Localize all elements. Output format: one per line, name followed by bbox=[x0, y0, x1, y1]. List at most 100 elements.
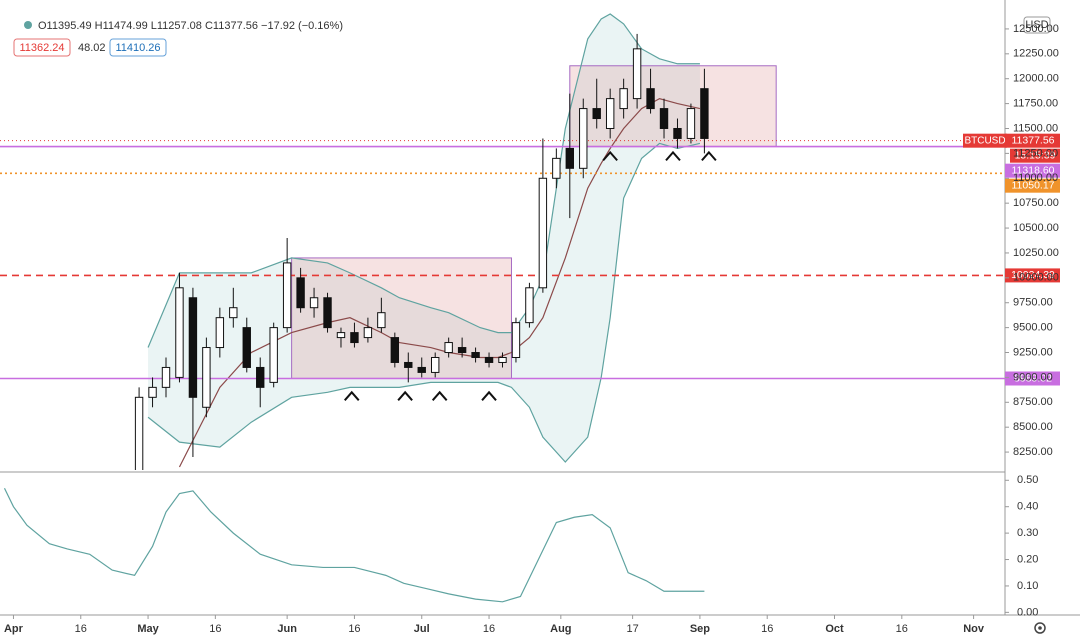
countdown-box bbox=[1010, 148, 1060, 163]
y-tick-label: 10000.00 bbox=[1013, 272, 1059, 284]
price-label: 11318.60 bbox=[1011, 164, 1054, 176]
x-tick-label: Apr bbox=[4, 623, 24, 635]
candle-body bbox=[565, 147, 575, 169]
x-tick-label: 16 bbox=[761, 623, 773, 635]
price-label-box bbox=[1005, 163, 1060, 178]
y-tick-label: 0.40 bbox=[1017, 501, 1038, 513]
candle-body bbox=[188, 297, 198, 398]
price-label: 10024.39 bbox=[1011, 269, 1055, 281]
y-tick-label: 8750.00 bbox=[1013, 396, 1053, 408]
price-label-box bbox=[1005, 268, 1060, 283]
candle-body bbox=[444, 342, 453, 354]
x-tick-label: May bbox=[137, 623, 159, 635]
x-tick-label: 16 bbox=[75, 623, 87, 635]
y-tick-label: 10750.00 bbox=[1013, 197, 1059, 209]
candle-body bbox=[161, 366, 171, 388]
x-tick-label: 16 bbox=[209, 623, 221, 635]
candle-body bbox=[148, 386, 157, 398]
candle-body bbox=[592, 108, 601, 120]
y-tick-label: 8500.00 bbox=[1013, 421, 1053, 433]
candle-body bbox=[471, 352, 480, 358]
candle-body bbox=[632, 48, 642, 100]
y-tick-label: 12500.00 bbox=[1013, 23, 1059, 35]
x-tick-label: Oct bbox=[825, 623, 844, 635]
candle-body bbox=[498, 356, 507, 363]
y-tick-label: 9500.00 bbox=[1013, 322, 1053, 334]
y-tick-label: 9000.00 bbox=[1013, 371, 1053, 383]
candle-body bbox=[363, 327, 373, 339]
indicator-value: 48.02 bbox=[78, 42, 106, 54]
candle-body bbox=[457, 347, 467, 354]
candle-body bbox=[605, 98, 615, 129]
candle-body bbox=[659, 108, 669, 129]
y-tick-label: 12250.00 bbox=[1013, 48, 1059, 60]
y-tick-label: 11750.00 bbox=[1013, 98, 1058, 110]
bandwidth-line bbox=[3, 487, 705, 603]
y-tick-label: 11250.00 bbox=[1013, 147, 1058, 159]
candle-body bbox=[619, 88, 628, 110]
candle-body bbox=[404, 361, 413, 368]
x-tick-label: 16 bbox=[896, 623, 908, 635]
candle-body bbox=[686, 108, 696, 139]
indicator-box bbox=[13, 38, 71, 57]
pattern-marker bbox=[397, 390, 413, 401]
y-tick-label: 9750.00 bbox=[1013, 297, 1053, 309]
pattern-marker bbox=[665, 150, 681, 162]
candle-body bbox=[430, 356, 440, 373]
y-tick-label: 0.10 bbox=[1017, 580, 1038, 592]
main-panel bbox=[0, 13, 1005, 470]
indicator-value: 11362.24 bbox=[19, 42, 64, 54]
candle-body bbox=[202, 347, 211, 408]
x-tick-label: 17 bbox=[626, 623, 638, 635]
price-label-box bbox=[1005, 178, 1060, 193]
price-label-box bbox=[1005, 371, 1060, 386]
indicator-box bbox=[109, 38, 167, 57]
y-tick-label: 10250.00 bbox=[1013, 247, 1059, 259]
y-tick-label: 11000.00 bbox=[1013, 172, 1058, 184]
x-tick-label: Aug bbox=[550, 623, 571, 635]
currency-box[interactable] bbox=[1023, 16, 1051, 34]
price-label-box bbox=[1005, 133, 1060, 148]
candle-body bbox=[175, 287, 184, 378]
band-middle bbox=[178, 97, 701, 468]
candle-body bbox=[673, 127, 682, 139]
candle-body bbox=[134, 396, 144, 470]
candle-body bbox=[552, 157, 561, 179]
x-tick-label: Sep bbox=[690, 623, 710, 635]
y-tick-label: 12000.00 bbox=[1013, 73, 1059, 85]
pattern-marker bbox=[431, 390, 448, 401]
candle-body bbox=[229, 307, 238, 319]
price-tag bbox=[963, 133, 1007, 148]
band-fill bbox=[148, 13, 700, 463]
ohlc-header: O11395.49 H11474.99 L11257.08 C11377.56 … bbox=[38, 20, 343, 32]
indicator-value: 11410.26 bbox=[115, 42, 160, 54]
y-tick-label: 9250.00 bbox=[1013, 346, 1053, 358]
price-label: 11050.17 bbox=[1011, 179, 1054, 191]
price-label: 11377.56 bbox=[1011, 134, 1054, 146]
candle-body bbox=[579, 108, 588, 169]
candle-body bbox=[309, 297, 319, 309]
settings-icon[interactable] bbox=[1034, 622, 1046, 634]
candle-body bbox=[525, 287, 534, 324]
y-tick-label: 10500.00 bbox=[1013, 222, 1059, 234]
candle-body bbox=[700, 88, 709, 139]
range-box bbox=[569, 65, 777, 147]
y-tick-label: 0.30 bbox=[1017, 527, 1038, 539]
y-tick-label: 0.50 bbox=[1017, 474, 1038, 486]
candle-body bbox=[350, 332, 359, 344]
x-tick-label: 16 bbox=[348, 623, 360, 635]
candle-body bbox=[377, 312, 386, 329]
overlay: BTCUSD 11377.56 15:15:39 11318.60 11050.17 10… bbox=[343, 133, 1060, 401]
candle-body bbox=[296, 277, 305, 309]
y-tick-label: 0.20 bbox=[1017, 553, 1038, 565]
candle-body bbox=[215, 317, 225, 349]
candle-body bbox=[417, 366, 426, 373]
x-tick-label: Nov bbox=[963, 623, 985, 635]
x-tick-label: Jun bbox=[277, 623, 297, 635]
currency[interactable]: USD bbox=[1025, 19, 1048, 31]
candle-body bbox=[256, 366, 265, 388]
candle-body bbox=[269, 327, 278, 383]
pattern-marker bbox=[481, 390, 497, 401]
candle-body bbox=[484, 356, 494, 363]
